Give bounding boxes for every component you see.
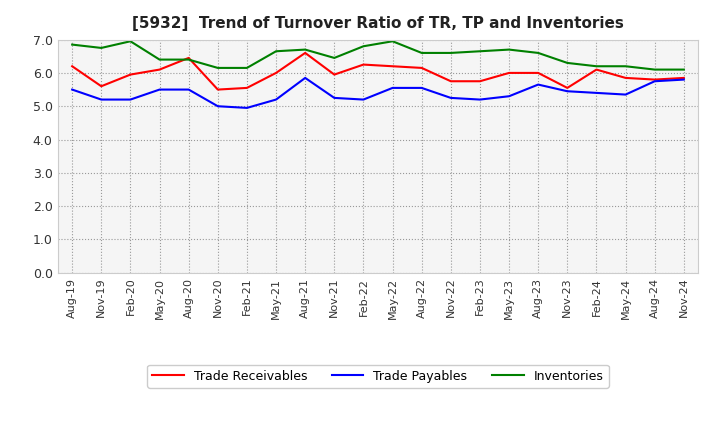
Trade Payables — [418, 85, 426, 91]
Inventories — [359, 44, 368, 49]
Trade Payables — [476, 97, 485, 102]
Inventories — [213, 65, 222, 70]
Inventories — [126, 39, 135, 44]
Trade Receivables — [388, 64, 397, 69]
Inventories — [680, 67, 688, 72]
Trade Payables — [271, 97, 280, 102]
Inventories — [271, 48, 280, 54]
Trade Payables — [505, 94, 513, 99]
Trade Receivables — [680, 75, 688, 81]
Trade Receivables — [156, 67, 164, 72]
Trade Receivables — [184, 55, 193, 61]
Trade Payables — [592, 90, 600, 95]
Inventories — [505, 47, 513, 52]
Trade Receivables — [534, 70, 543, 76]
Trade Payables — [534, 82, 543, 87]
Inventories — [621, 64, 630, 69]
Title: [5932]  Trend of Turnover Ratio of TR, TP and Inventories: [5932] Trend of Turnover Ratio of TR, TP… — [132, 16, 624, 32]
Inventories — [301, 47, 310, 52]
Inventories — [446, 50, 455, 55]
Trade Payables — [621, 92, 630, 97]
Legend: Trade Receivables, Trade Payables, Inventories: Trade Receivables, Trade Payables, Inven… — [148, 365, 608, 388]
Trade Receivables — [621, 75, 630, 81]
Trade Receivables — [271, 70, 280, 76]
Trade Payables — [213, 103, 222, 109]
Trade Receivables — [650, 77, 659, 82]
Trade Receivables — [592, 67, 600, 72]
Trade Payables — [388, 85, 397, 91]
Trade Receivables — [359, 62, 368, 67]
Trade Payables — [330, 95, 338, 100]
Trade Payables — [650, 79, 659, 84]
Trade Receivables — [330, 72, 338, 77]
Inventories — [563, 60, 572, 66]
Trade Payables — [243, 105, 251, 110]
Trade Receivables — [126, 72, 135, 77]
Line: Trade Receivables: Trade Receivables — [72, 53, 684, 90]
Inventories — [388, 39, 397, 44]
Inventories — [330, 55, 338, 61]
Trade Payables — [97, 97, 106, 102]
Inventories — [156, 57, 164, 62]
Line: Inventories: Inventories — [72, 41, 684, 70]
Trade Payables — [680, 77, 688, 82]
Trade Payables — [156, 87, 164, 92]
Trade Receivables — [446, 79, 455, 84]
Trade Receivables — [563, 85, 572, 91]
Trade Payables — [68, 87, 76, 92]
Line: Trade Payables: Trade Payables — [72, 78, 684, 108]
Trade Receivables — [97, 84, 106, 89]
Trade Receivables — [301, 50, 310, 55]
Trade Payables — [446, 95, 455, 100]
Trade Receivables — [418, 65, 426, 70]
Inventories — [97, 45, 106, 51]
Inventories — [243, 65, 251, 70]
Trade Receivables — [68, 64, 76, 69]
Trade Payables — [301, 75, 310, 81]
Trade Receivables — [243, 85, 251, 91]
Inventories — [476, 48, 485, 54]
Trade Payables — [359, 97, 368, 102]
Trade Receivables — [476, 79, 485, 84]
Trade Payables — [184, 87, 193, 92]
Trade Payables — [563, 88, 572, 94]
Trade Payables — [126, 97, 135, 102]
Inventories — [68, 42, 76, 47]
Inventories — [184, 57, 193, 62]
Inventories — [592, 64, 600, 69]
Trade Receivables — [213, 87, 222, 92]
Trade Receivables — [505, 70, 513, 76]
Inventories — [650, 67, 659, 72]
Inventories — [418, 50, 426, 55]
Inventories — [534, 50, 543, 55]
